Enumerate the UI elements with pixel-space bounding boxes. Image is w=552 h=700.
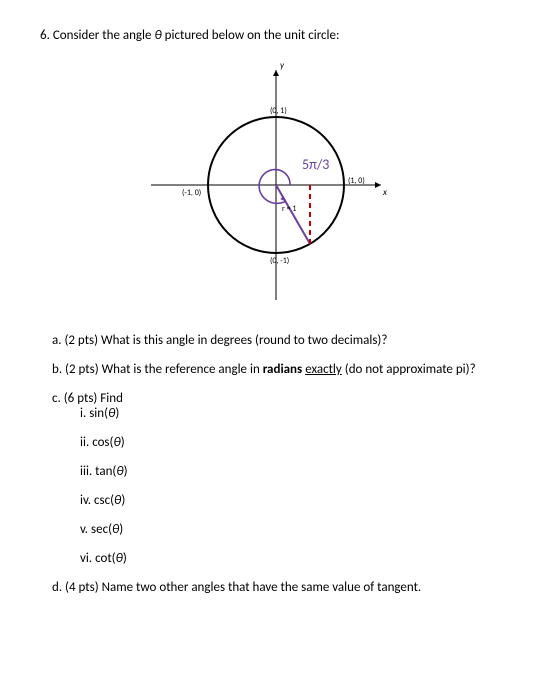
roman: vi. bbox=[80, 551, 95, 566]
roman: iii. bbox=[80, 464, 95, 479]
find-item-cos: ii. cos(θ) bbox=[80, 435, 512, 450]
trig-fn: sec( bbox=[91, 522, 112, 537]
part-d: d. (4 pts) Name two other angles that ha… bbox=[52, 580, 512, 595]
trig-fn: tan( bbox=[95, 464, 116, 479]
trig-arg: θ bbox=[116, 464, 123, 479]
question-prompt-prefix: Consider the angle bbox=[53, 28, 155, 43]
part-b: b. (2 pts) What is the reference angle i… bbox=[52, 362, 512, 377]
part-a-text: a. (2 pts) What is this angle in degrees… bbox=[52, 333, 387, 348]
close-paren: ) bbox=[121, 493, 125, 508]
part-b-bold: radians bbox=[263, 362, 303, 377]
svg-text:(0, 1): (0, 1) bbox=[270, 106, 287, 116]
question-prompt-suffix: pictured below on the unit circle: bbox=[162, 28, 340, 43]
question-header: 6. Consider the angle θ pictured below o… bbox=[40, 28, 512, 43]
theta-symbol: θ bbox=[154, 28, 161, 43]
close-paren: ) bbox=[121, 435, 125, 450]
roman: iv. bbox=[80, 493, 94, 508]
trig-fn: cos( bbox=[92, 435, 113, 450]
trig-arg: θ bbox=[113, 435, 120, 450]
trig-fn: sin( bbox=[89, 406, 108, 421]
part-a: a. (2 pts) What is this angle in degrees… bbox=[52, 333, 512, 348]
part-c-label: c. (6 pts) Find bbox=[52, 391, 123, 406]
sub-questions: a. (2 pts) What is this angle in degrees… bbox=[52, 333, 512, 595]
find-item-csc: iv. csc(θ) bbox=[80, 493, 512, 508]
svg-text:(0, -1): (0, -1) bbox=[270, 256, 289, 266]
find-item-sin: i. sin(θ) bbox=[80, 406, 512, 421]
find-item-cot: vi. cot(θ) bbox=[80, 551, 512, 566]
trig-arg: θ bbox=[116, 551, 123, 566]
part-c: c. (6 pts) Find i. sin(θ)ii. cos(θ)iii. … bbox=[52, 391, 512, 566]
trig-fn: cot( bbox=[95, 551, 116, 566]
close-paren: ) bbox=[123, 551, 127, 566]
find-list: i. sin(θ)ii. cos(θ)iii. tan(θ)iv. csc(θ)… bbox=[80, 406, 512, 566]
question-number: 6. bbox=[40, 28, 50, 43]
svg-text:(-1, 0): (-1, 0) bbox=[182, 188, 201, 198]
svg-text:x: x bbox=[382, 187, 387, 198]
svg-text:5π/3: 5π/3 bbox=[302, 156, 329, 173]
find-item-sec: v. sec(θ) bbox=[80, 522, 512, 537]
unit-circle-diagram: y x (0, 1) (0, -1) (-1, 0) (1, 0) 5π/3 r = 1 bbox=[40, 55, 512, 315]
close-paren: ) bbox=[124, 464, 128, 479]
roman: v. bbox=[80, 522, 91, 537]
close-paren: ) bbox=[115, 406, 119, 421]
svg-text:(1, 0): (1, 0) bbox=[348, 176, 365, 186]
roman: i. bbox=[80, 406, 89, 421]
unit-circle-svg: y x (0, 1) (0, -1) (-1, 0) (1, 0) 5π/3 r = 1 bbox=[146, 55, 406, 315]
part-b-underlined: exactly bbox=[305, 362, 342, 377]
svg-text:y: y bbox=[280, 60, 285, 71]
close-paren: ) bbox=[119, 522, 123, 537]
roman: ii. bbox=[80, 435, 92, 450]
part-b-suffix: (do not approximate pi)? bbox=[342, 362, 476, 377]
part-b-prefix: b. (2 pts) What is the reference angle i… bbox=[52, 362, 263, 377]
part-d-text: d. (4 pts) Name two other angles that ha… bbox=[52, 580, 421, 595]
find-item-tan: iii. tan(θ) bbox=[80, 464, 512, 479]
trig-fn: csc( bbox=[94, 493, 114, 508]
svg-text:r = 1: r = 1 bbox=[282, 204, 296, 214]
